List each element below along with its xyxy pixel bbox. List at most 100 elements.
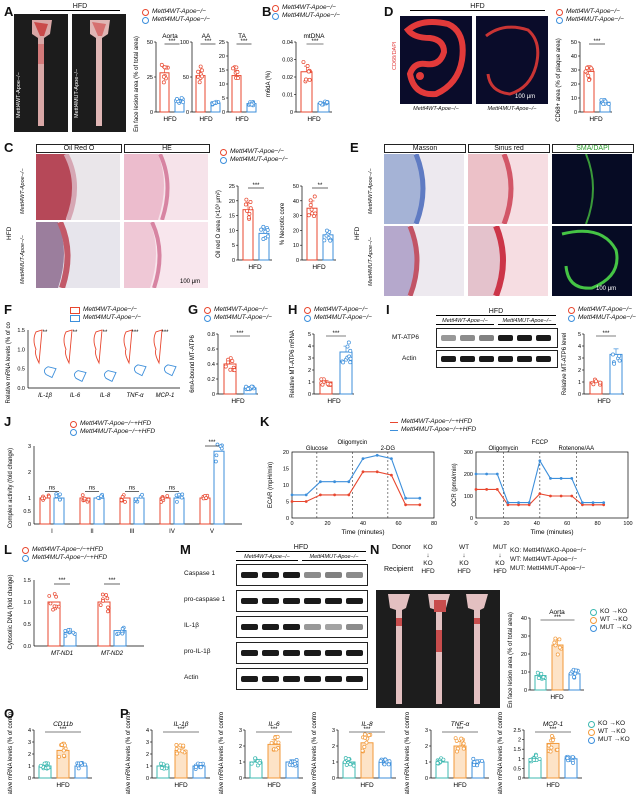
- data-point: [119, 498, 124, 502]
- data-point: [162, 65, 167, 70]
- data-point: [261, 224, 266, 229]
- data-point: [362, 732, 367, 737]
- data-point: [100, 592, 105, 597]
- panel-d-chart: CD68+ area (% of plaque area) 0 10 20 30 40 50…: [556, 38, 612, 123]
- data-point: [459, 736, 464, 741]
- scalebar: 100 μm: [515, 94, 536, 100]
- blot-band: [325, 624, 342, 630]
- data-point: [204, 496, 208, 500]
- data-point: [76, 766, 81, 771]
- y-tick-label: 0.4: [207, 362, 215, 368]
- x-label: HFD: [174, 782, 188, 789]
- data-point: [307, 77, 312, 82]
- data-point: [553, 636, 558, 641]
- data-point: [198, 761, 203, 766]
- panel-d-hfd: HFD: [410, 3, 545, 11]
- significance-label: ***: [332, 331, 340, 337]
- panel-l-chart: Cytosolic DNA (fold change) 0.0 0.5 1.0 1.5 M…: [8, 574, 144, 657]
- blot-band: [283, 676, 300, 682]
- arrow-down-icon: ↓: [462, 552, 466, 559]
- legend-wt: Mettl4WT-Apoe−/−: [578, 306, 632, 313]
- data-point: [535, 670, 540, 675]
- data-point: [61, 748, 66, 753]
- data-point: [552, 640, 557, 645]
- data-point: [249, 102, 254, 107]
- data-point: [47, 594, 52, 598]
- y-tick-label: 20: [293, 228, 299, 234]
- data-point: [506, 503, 510, 507]
- data-point: [549, 477, 552, 480]
- significance-label: ***: [311, 39, 319, 45]
- data-point: [86, 497, 91, 502]
- data-point: [348, 762, 353, 767]
- chart-title: TA: [238, 33, 246, 40]
- y-tick-label: 0.01: [282, 93, 293, 99]
- data-point: [591, 501, 595, 504]
- data-point: [198, 64, 203, 69]
- y-tick-label: 0: [28, 776, 31, 782]
- data-point: [602, 503, 606, 507]
- blot-band: [536, 335, 551, 341]
- panel-g-legend: Mettl4WT-Apoe−/− Mettl4MUT-Apoe−/−: [204, 306, 272, 322]
- data-point: [301, 60, 306, 64]
- data-point: [106, 605, 110, 610]
- y-tick-label: 1: [28, 496, 31, 502]
- data-point: [290, 500, 294, 503]
- bar: [39, 497, 51, 525]
- y-label: Relative mRNA levels (% of control): [219, 712, 225, 794]
- data-point: [274, 747, 279, 752]
- y-tick-label: 0.04: [282, 40, 293, 46]
- blot-label-mt-atp6: MT-ATP6: [392, 334, 419, 341]
- legend-wt: Mettl4WT-Apoe−/−+HFD: [80, 420, 152, 427]
- y-tick-label: 0: [222, 110, 225, 116]
- y-tick-label: 2: [578, 368, 581, 374]
- legend-mut: Mettl4MUT-Apoe−/−: [152, 16, 210, 23]
- blot-actin: [436, 350, 558, 368]
- y-tick-label: 1: [518, 757, 521, 763]
- y-tick-label: 50: [571, 40, 577, 46]
- panel-f-violin: Relative mRNA levels (% of control) 0.0 0.…: [6, 322, 180, 404]
- panel-j-chart: Complex activity (fold change) 0 0.5 1 2 3 Ins…: [8, 440, 242, 535]
- panel-n-key-mut: MUT: Mettl4MUT-Apoe−/−: [510, 565, 586, 572]
- blot-band: [262, 624, 279, 630]
- event-label: Rotenone/AA: [558, 446, 594, 452]
- y-tick-label: 0: [296, 258, 299, 264]
- data-point: [584, 65, 589, 70]
- data-point: [474, 488, 478, 491]
- data-point: [214, 459, 218, 464]
- legend-mut: MUT →KO: [598, 736, 630, 743]
- data-point: [319, 493, 322, 497]
- panel-n-key-ko: KO: Mettl4fl/ΔKO-Apoe−/−: [510, 547, 587, 554]
- aorta-photo-transplant: [376, 590, 500, 708]
- data-point: [304, 77, 308, 82]
- data-point: [375, 453, 379, 457]
- data-point: [602, 501, 606, 504]
- data-point: [606, 102, 611, 107]
- y-tick-label: 40: [293, 199, 299, 205]
- chart-title: Aorta: [162, 33, 178, 40]
- data-point: [603, 99, 608, 104]
- data-point: [312, 194, 317, 199]
- significance-label: ***: [602, 331, 610, 337]
- bar: [360, 742, 374, 779]
- y-tick-label: 0: [425, 776, 428, 782]
- data-point: [230, 359, 235, 363]
- data-point: [536, 676, 541, 680]
- panel-p-chart: Relative mRNA levels (% of control) 0 1 2 3 T…: [405, 712, 489, 794]
- y-label: Cytosolic DNA (fold change): [8, 574, 14, 649]
- y-label: m6dA (%): [266, 71, 272, 97]
- legend-mut: Mettl4MUT-Apoe−/−+HFD: [80, 428, 156, 435]
- y-tick-label: 50: [147, 40, 153, 46]
- violin-mut: [163, 364, 177, 377]
- data-point: [418, 503, 422, 507]
- chart-title: mtDNA: [304, 33, 326, 40]
- x-tick-label: 0: [290, 521, 293, 527]
- data-point: [244, 197, 249, 202]
- data-point: [245, 208, 249, 213]
- panel-h-legend: Mettl4WT-Apoe−/− Mettl4MUT-Apoe−/−: [304, 306, 372, 322]
- data-point: [40, 496, 45, 501]
- panel-label-e: E: [350, 140, 359, 155]
- x-tick-label: MCP-1: [156, 393, 175, 399]
- bar: [53, 497, 65, 525]
- blot-strip: [236, 642, 368, 664]
